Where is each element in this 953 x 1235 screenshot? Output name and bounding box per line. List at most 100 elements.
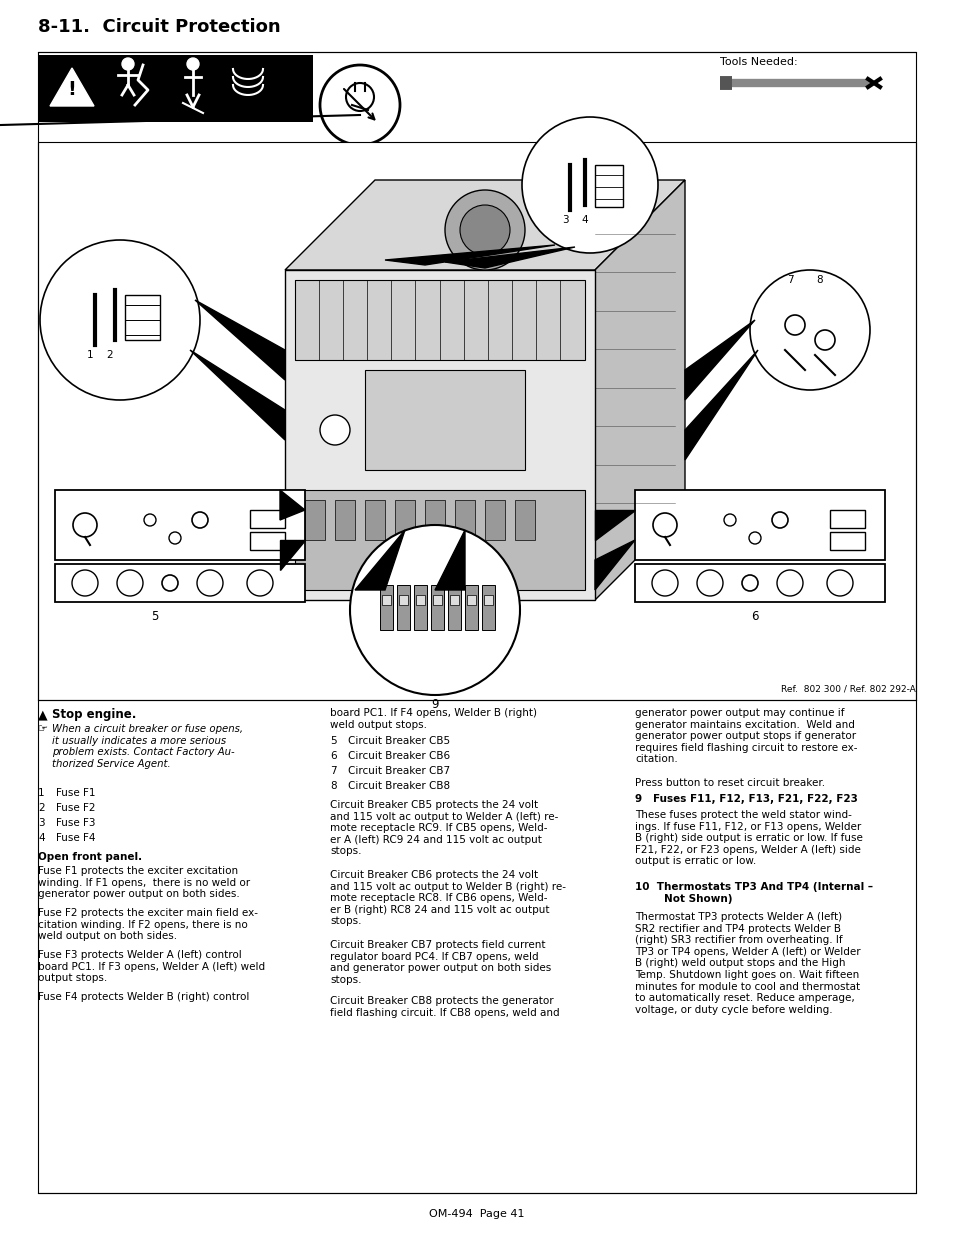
Text: 6: 6 xyxy=(330,751,336,761)
Text: Circuit Breaker CB8: Circuit Breaker CB8 xyxy=(348,781,450,790)
Bar xyxy=(635,490,884,559)
Polygon shape xyxy=(355,530,405,590)
Text: !: ! xyxy=(68,80,76,99)
Text: 2: 2 xyxy=(107,350,113,359)
Bar xyxy=(379,585,393,630)
Text: 2: 2 xyxy=(38,803,45,813)
Text: Fuse F2 protects the exciter main field ex-
citation winding. If F2 opens, there: Fuse F2 protects the exciter main field … xyxy=(38,908,257,941)
Text: 9: 9 xyxy=(635,794,641,804)
Circle shape xyxy=(784,315,804,335)
Bar xyxy=(125,295,160,340)
Circle shape xyxy=(741,576,758,592)
Polygon shape xyxy=(194,300,285,380)
Text: 10  Thermostats TP3 And TP4 (Internal –
        Not Shown): 10 Thermostats TP3 And TP4 (Internal – N… xyxy=(635,882,872,904)
Bar xyxy=(414,585,427,630)
Text: When a circuit breaker or fuse opens,
it usually indicates a more serious
proble: When a circuit breaker or fuse opens, it… xyxy=(52,724,243,769)
Text: 8: 8 xyxy=(330,781,336,790)
Text: 3: 3 xyxy=(561,215,568,225)
Bar xyxy=(294,490,584,590)
Text: Ref.  802 300 / Ref. 802 292-A: Ref. 802 300 / Ref. 802 292-A xyxy=(781,684,915,693)
Text: 6: 6 xyxy=(750,610,758,622)
Circle shape xyxy=(192,513,208,529)
Circle shape xyxy=(776,571,802,597)
Polygon shape xyxy=(435,530,464,590)
Bar xyxy=(398,595,408,605)
Text: Thermostat TP3 protects Welder A (left)
SR2 rectifier and TP4 protects Welder B
: Thermostat TP3 protects Welder A (left) … xyxy=(635,911,860,1015)
Text: Circuit Breaker CB8 protects the generator
field flashing circuit. If CB8 opens,: Circuit Breaker CB8 protects the generat… xyxy=(330,995,559,1018)
Circle shape xyxy=(826,571,852,597)
Text: Stop engine.: Stop engine. xyxy=(52,708,136,721)
Bar xyxy=(285,270,595,600)
Bar xyxy=(365,500,385,540)
Bar xyxy=(481,585,495,630)
Text: 1: 1 xyxy=(87,350,93,359)
Bar xyxy=(467,595,476,605)
Circle shape xyxy=(73,513,97,537)
Text: Circuit Breaker CB5 protects the 24 volt
and 115 volt ac output to Welder A (lef: Circuit Breaker CB5 protects the 24 volt… xyxy=(330,800,558,856)
Circle shape xyxy=(117,571,143,597)
Text: Circuit Breaker CB6: Circuit Breaker CB6 xyxy=(348,751,450,761)
Bar xyxy=(464,585,477,630)
Text: Circuit Breaker CB5: Circuit Breaker CB5 xyxy=(348,736,450,746)
Text: ☞: ☞ xyxy=(38,724,48,734)
Circle shape xyxy=(162,576,178,592)
Circle shape xyxy=(196,571,223,597)
Circle shape xyxy=(144,514,156,526)
Text: OM-494  Page 41: OM-494 Page 41 xyxy=(429,1209,524,1219)
Bar xyxy=(55,564,305,601)
Bar xyxy=(448,585,460,630)
Bar xyxy=(433,595,441,605)
Bar xyxy=(305,500,325,540)
Polygon shape xyxy=(595,510,635,540)
Bar xyxy=(250,532,285,550)
Bar xyxy=(595,165,622,207)
Text: 8-11.  Circuit Protection: 8-11. Circuit Protection xyxy=(38,19,280,36)
Circle shape xyxy=(187,58,199,70)
Circle shape xyxy=(350,525,519,695)
Text: Fuse F4 protects Welder B (right) control: Fuse F4 protects Welder B (right) contro… xyxy=(38,992,249,1002)
Text: Circuit Breaker CB7: Circuit Breaker CB7 xyxy=(348,766,450,776)
Circle shape xyxy=(444,190,524,270)
Circle shape xyxy=(771,513,787,529)
Bar xyxy=(455,500,475,540)
Circle shape xyxy=(169,532,181,543)
Text: Press button to reset circuit breaker.: Press button to reset circuit breaker. xyxy=(635,778,824,788)
Polygon shape xyxy=(285,180,684,270)
Circle shape xyxy=(814,330,834,350)
Text: generator power output may continue if
generator maintains excitation.  Weld and: generator power output may continue if g… xyxy=(635,708,857,764)
Polygon shape xyxy=(280,490,305,520)
Bar xyxy=(55,490,305,559)
Bar xyxy=(483,595,493,605)
Text: Circuit Breaker CB6 protects the 24 volt
and 115 volt ac output to Welder B (rig: Circuit Breaker CB6 protects the 24 volt… xyxy=(330,869,565,926)
Polygon shape xyxy=(280,540,305,571)
Polygon shape xyxy=(595,540,635,590)
Circle shape xyxy=(723,514,735,526)
Bar xyxy=(635,564,884,601)
Circle shape xyxy=(71,571,98,597)
Text: Fuse F1: Fuse F1 xyxy=(56,788,95,798)
Text: 1: 1 xyxy=(38,788,45,798)
Text: ▲: ▲ xyxy=(38,708,48,721)
Circle shape xyxy=(697,571,722,597)
Polygon shape xyxy=(595,180,684,600)
Text: 7: 7 xyxy=(330,766,336,776)
Circle shape xyxy=(346,83,374,111)
Circle shape xyxy=(749,270,869,390)
Bar xyxy=(829,510,864,529)
Polygon shape xyxy=(684,350,758,459)
Bar xyxy=(38,142,915,700)
Text: board PC1. If F4 opens, Welder B (right)
weld output stops.: board PC1. If F4 opens, Welder B (right)… xyxy=(330,708,537,730)
Circle shape xyxy=(319,65,399,144)
Bar xyxy=(396,585,410,630)
Polygon shape xyxy=(444,247,575,268)
Text: Fuse F3: Fuse F3 xyxy=(56,818,95,827)
Bar xyxy=(416,595,424,605)
Text: 5: 5 xyxy=(330,736,336,746)
Bar xyxy=(450,595,458,605)
Bar xyxy=(335,500,355,540)
Circle shape xyxy=(122,58,133,70)
Text: 4: 4 xyxy=(581,215,588,225)
Bar xyxy=(424,500,444,540)
Polygon shape xyxy=(684,320,754,400)
Text: 3: 3 xyxy=(38,818,45,827)
